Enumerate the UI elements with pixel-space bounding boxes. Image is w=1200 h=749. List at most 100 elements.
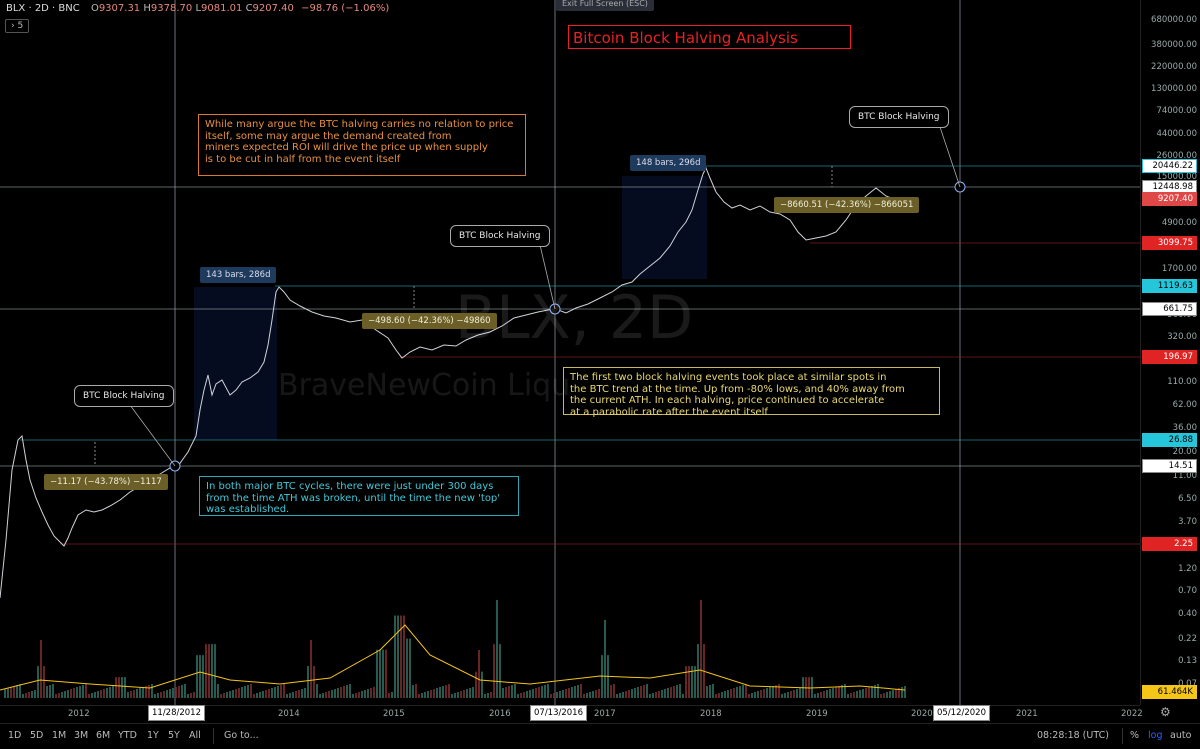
price-tick: 20.00 [1172,447,1197,457]
volume-bar [133,690,135,698]
volume-bar [376,649,378,698]
symbol-label[interactable]: BLX · 2D · BNC [6,3,80,14]
volume-bar [550,694,552,698]
volume-bar [862,689,864,698]
price-tag: 9207.40 [1142,192,1197,206]
open-value: 9307.31 [98,3,141,14]
volume-bar [238,688,240,698]
callout-halving-2012[interactable]: BTC Block Halving [74,385,174,407]
goto-date-button[interactable]: Go to... [224,730,259,741]
callout-halving-2020[interactable]: BTC Block Halving [849,106,949,128]
time-axis[interactable]: 2012 2014 2015 2016 2017 2018 2019 2020 2021 2022… [0,705,1143,724]
timeframe-3m[interactable]: 3M [74,730,89,741]
volume-bar [700,600,702,698]
volume-bar [523,692,525,698]
volume-bar [658,691,660,698]
timeframe-1m[interactable]: 1M [52,730,67,741]
note-ath-300-days[interactable]: In both major BTC cycles, there were jus… [199,476,519,516]
volume-bar [634,688,636,698]
volume-bar [31,691,33,698]
volume-bar [331,690,333,698]
volume-bar [520,693,522,698]
price-tick: 680000.00 [1151,15,1197,25]
volume-bar [445,685,447,698]
volume-bar [109,687,111,698]
volume-bar [631,689,633,698]
volume-bar [46,686,48,698]
exit-fullscreen-button[interactable]: Exit Full Screen (ESC) [556,0,654,11]
timeframe-1d[interactable]: 1D [8,730,22,741]
volume-bar [217,684,219,698]
note-halving-similar-spots[interactable]: The first two block halving events took … [563,367,940,418]
volume-bar [535,688,537,698]
timeframe-6m[interactable]: 6M [96,730,111,741]
volume-bar [739,686,741,698]
gear-icon[interactable]: ⚙ [1160,705,1171,719]
price-tag: 1119.63 [1142,279,1197,293]
volume-bar [742,685,744,698]
volume-bar [262,691,264,698]
volume-bar [691,666,693,698]
price-tick: 26000.00 [1156,151,1197,161]
volume-bar [235,689,237,698]
volume-bar [763,689,765,698]
volume-bar [589,692,591,698]
price-scale[interactable]: 680000.00 380000.00 220000.00 130000.00 7400… [1140,0,1200,705]
volume-bar [736,687,738,698]
indicator-toggle[interactable]: › 5 [5,19,30,33]
volume-bar [403,615,405,698]
volume-bar [112,686,114,698]
time-tick: 2021 [1016,709,1038,719]
volume-bar [253,694,255,698]
measure-label-2014: −498.60 (−42.36%) −49860 [362,313,497,329]
volume-bar [214,644,216,698]
volume-bar [412,685,414,698]
timeframe-all[interactable]: All [189,730,201,741]
price-chart-svg[interactable] [0,0,1140,705]
price-tick: 36.00 [1172,423,1197,433]
volume-bar [754,692,756,698]
timeframe-1y[interactable]: 1Y [147,730,159,741]
auto-toggle[interactable]: auto [1170,730,1192,741]
utc-clock[interactable]: 08:28:18 (UTC) [1037,730,1109,741]
volume-bar [436,688,438,698]
timeframe-ytd[interactable]: YTD [118,730,137,741]
volume-bar [106,688,108,698]
volume-bar [868,687,870,698]
timeframe-5y[interactable]: 5Y [168,730,180,741]
volume-bar [745,684,747,698]
symbol-header[interactable]: BLX · 2D · BNC O9307.31 H9378.70 L9081.0… [6,3,389,14]
price-tag: 2.25 [1142,537,1197,551]
volume-bar [43,666,45,698]
volume-bar [136,689,138,698]
volume-bar [163,691,165,698]
chart-pane[interactable] [0,0,1140,705]
volume-bar [388,693,390,698]
time-tick: 2018 [700,709,722,719]
callout-halving-2016[interactable]: BTC Block Halving [450,225,550,247]
high-value: 9378.70 [150,3,193,14]
volume-bar [52,684,54,698]
note-halving-demand[interactable]: While many argue the BTC halving carries… [198,114,526,176]
volume-bar [208,644,210,698]
volume-bar [118,677,120,698]
volume-bar [874,685,876,698]
volume-bar [115,677,117,698]
log-toggle[interactable]: log [1148,730,1163,741]
volume-bar [571,687,573,698]
time-tick: 2022 [1121,709,1143,719]
volume-bar [283,684,285,698]
price-tag: 26.88 [1142,433,1197,447]
volume-bar [346,685,348,698]
volume-bar [151,684,153,698]
percent-toggle[interactable]: % [1130,730,1140,741]
volume-bar [385,649,387,698]
volume-bar [199,655,201,698]
timeframe-5d[interactable]: 5D [30,730,44,741]
volume-bar [586,693,588,698]
close-value: 9207.40 [252,3,294,14]
price-tick: 1700.00 [1161,264,1197,274]
chart-title-box[interactable]: Bitcoin Block Halving Analysis [568,25,851,49]
volume-bar [439,687,441,698]
volume-bar [850,693,852,698]
